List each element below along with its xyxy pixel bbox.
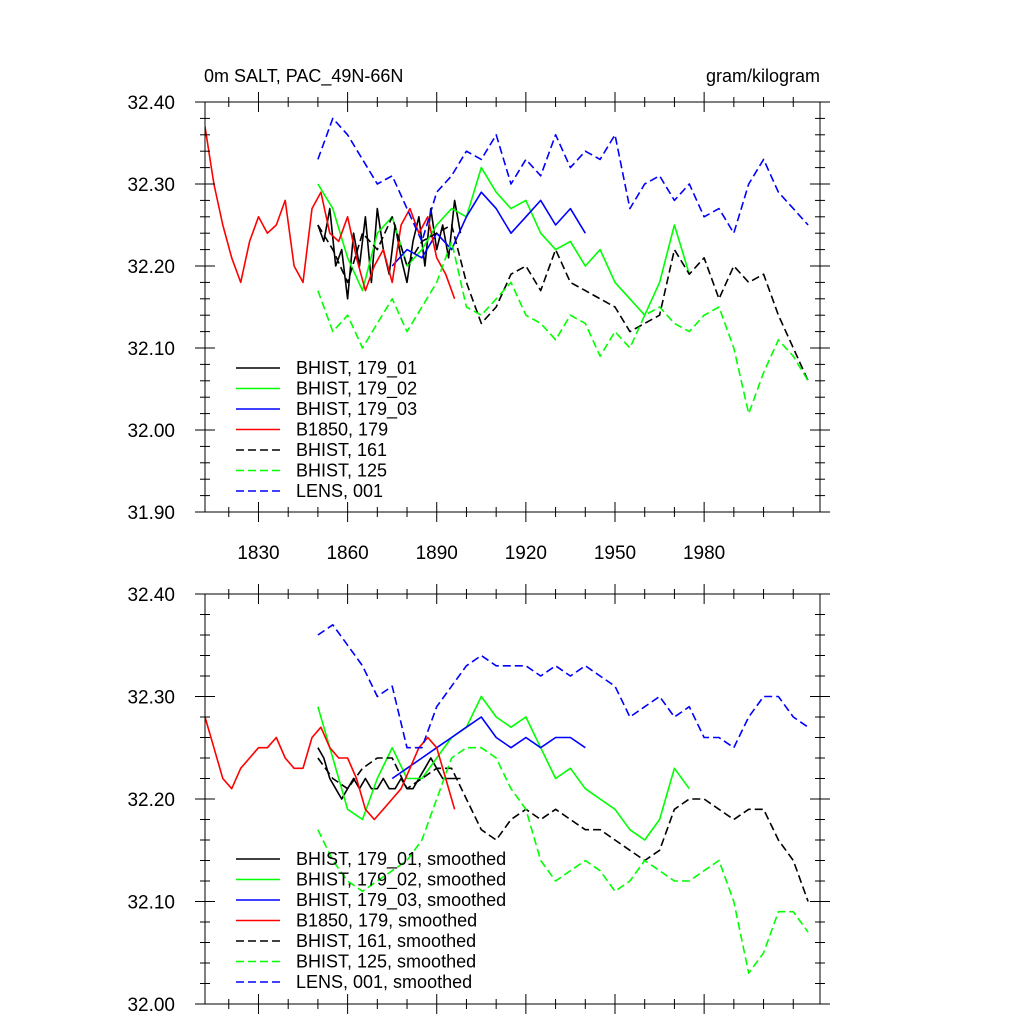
chart2-legend-label: BHIST, 179_01, smoothed — [296, 849, 506, 870]
chart2-legend-label: BHIST, 179_03, smoothed — [296, 890, 506, 911]
chart2-series-7-line — [317, 623, 809, 749]
chart1-series-7-line — [317, 117, 809, 243]
chart1-series-5-line — [317, 216, 809, 382]
chart1-ytick-label: 32.00 — [127, 421, 175, 442]
chart1-legend-label: LENS, 001 — [296, 481, 383, 501]
chart1-ytick-label: 32.10 — [127, 339, 175, 360]
chart1-xtick-label: 1890 — [416, 543, 458, 564]
chart2-legend-label: BHIST, 125, smoothed — [296, 952, 476, 972]
chart2-ytick-label: 32.10 — [127, 893, 175, 914]
chart2-series-6-line — [317, 746, 809, 975]
chart2-series-5-line — [317, 757, 809, 902]
chart2-series-2-line — [317, 695, 690, 841]
chart1-title: 0m SALT, PAC_49N-66N — [204, 66, 403, 87]
chart2-ytick-label: 32.40 — [127, 585, 175, 606]
chart2-ytick-label: 32.20 — [127, 790, 175, 811]
chart1-legend-label: BHIST, 179_01 — [296, 358, 417, 379]
chart2-legend-label: BHIST, 161, smoothed — [296, 931, 476, 951]
chart2-legend-label: BHIST, 179_02, smoothed — [296, 870, 506, 891]
chart1-ytick-label: 32.30 — [127, 175, 175, 196]
chart1-xtick-label: 1830 — [237, 543, 279, 564]
chart1-series-6-line — [317, 240, 809, 415]
chart2-ytick-label: 32.30 — [127, 688, 175, 709]
chart1-xtick-label: 1980 — [683, 543, 725, 564]
chart1-series-1-line — [317, 199, 462, 300]
chart1-series-4-line — [205, 126, 456, 300]
chart1-plot-frame — [204, 101, 821, 513]
chart1-ytick-label: 32.20 — [127, 257, 175, 278]
chart2-legend-label: LENS, 001, smoothed — [296, 972, 472, 992]
chart1-ytick-label: 31.90 — [127, 503, 175, 524]
chart1-series-3-line — [391, 191, 586, 267]
chart-top-panel: 31.90 32.00 32.10 32.20 32.30 32.40 1830 1860 18… — [127, 92, 830, 564]
chart2-legend-label: B1850, 179, smoothed — [296, 911, 477, 931]
chart1-xtick-label: 1860 — [326, 543, 368, 564]
chart1-ytick-label: 32.40 — [127, 93, 175, 114]
chart1-series-2-line — [317, 166, 691, 317]
chart2-ytick-label: 32.00 — [127, 995, 175, 1016]
chart1-legend-label: BHIST, 179_02 — [296, 379, 417, 400]
chart1-legend-label: BHIST, 125 — [296, 461, 387, 481]
chart1-legend-label: B1850, 179 — [296, 420, 388, 440]
chart1-xtick-label: 1950 — [594, 543, 636, 564]
chart1-legend-label: BHIST, 161 — [296, 440, 387, 460]
chart1-units: gram/kilogram — [706, 66, 820, 86]
chart1-xtick-label: 1920 — [505, 543, 547, 564]
chart-bottom-panel: 32.00 32.10 32.20 32.30 32.40 BHIST, 179_01, … — [127, 584, 830, 1016]
chart1-legend-label: BHIST, 179_03 — [296, 399, 417, 420]
chart2-series-4-line — [205, 716, 456, 821]
chart2-series-3-line — [391, 716, 586, 780]
